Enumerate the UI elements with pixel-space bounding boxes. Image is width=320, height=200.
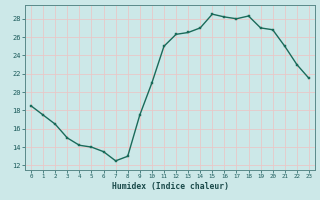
X-axis label: Humidex (Indice chaleur): Humidex (Indice chaleur) [111,182,228,191]
